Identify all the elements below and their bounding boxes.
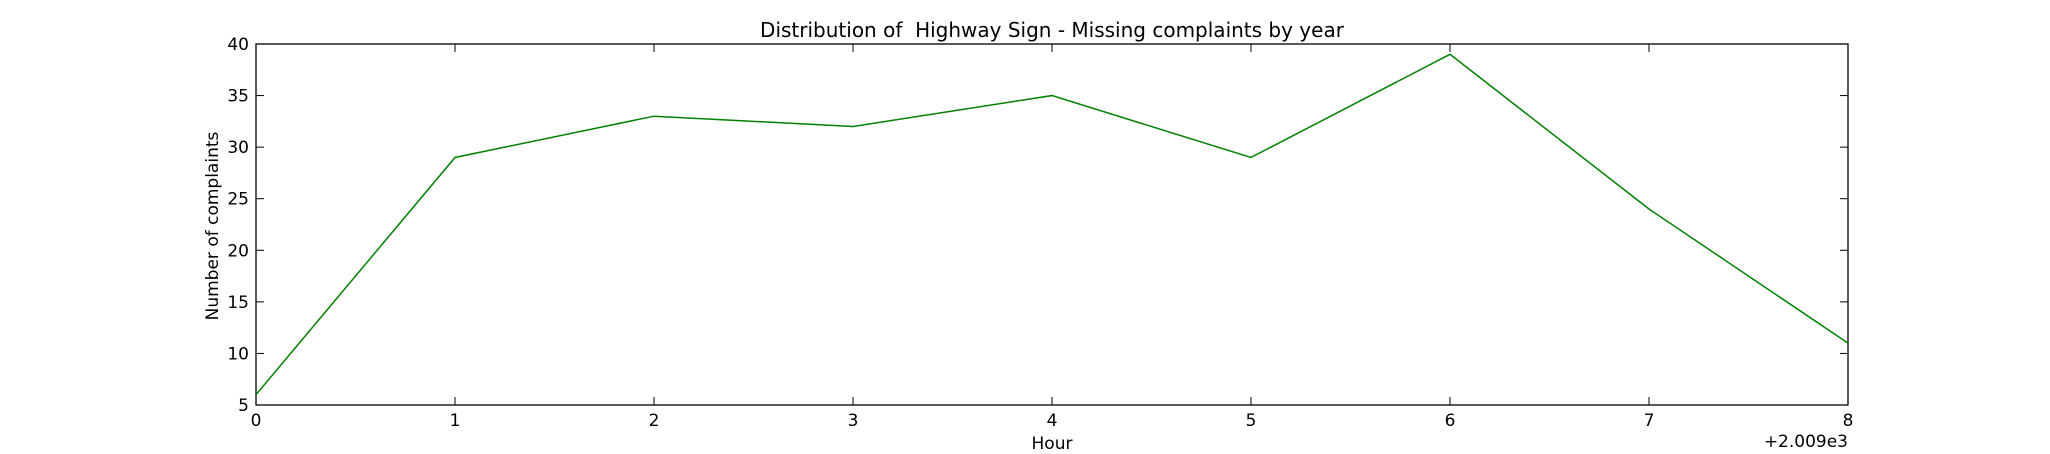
- x-axis-label: Hour: [1032, 434, 1073, 450]
- x-tick-label: 5: [1246, 411, 1257, 431]
- x-tick-label: 7: [1644, 411, 1655, 431]
- x-tick-label: 2: [649, 411, 660, 431]
- y-tick-label: 20: [227, 241, 249, 261]
- y-tick-label: 5: [238, 396, 249, 416]
- plot-frame: [255, 43, 1849, 406]
- x-tick-label: 6: [1445, 411, 1456, 431]
- plot-area: 0 1 2 3 4 5 6 7 8 5 10 15 20 25 30 35 40: [227, 35, 1853, 431]
- y-tick-label: 10: [227, 344, 249, 364]
- y-tick-label: 25: [227, 190, 249, 210]
- y-axis-label: Number of complaints: [203, 131, 223, 320]
- x-tick-label: 3: [848, 411, 859, 431]
- y-tick-label: 40: [227, 35, 249, 55]
- x-axis-offset-label: +2.009e3: [1764, 432, 1848, 450]
- y-tick-label: 30: [227, 138, 249, 158]
- x-tick-label: 1: [450, 411, 461, 431]
- y-tick-label: 35: [227, 87, 249, 107]
- x-tick-label: 0: [251, 411, 262, 431]
- chart-title: Distribution of Highway Sign - Missing c…: [760, 18, 1345, 42]
- x-tick-label: 8: [1843, 411, 1854, 431]
- series-line: [255, 53, 1849, 396]
- x-tick-label: 4: [1047, 411, 1058, 431]
- y-tick-label: 15: [227, 293, 249, 313]
